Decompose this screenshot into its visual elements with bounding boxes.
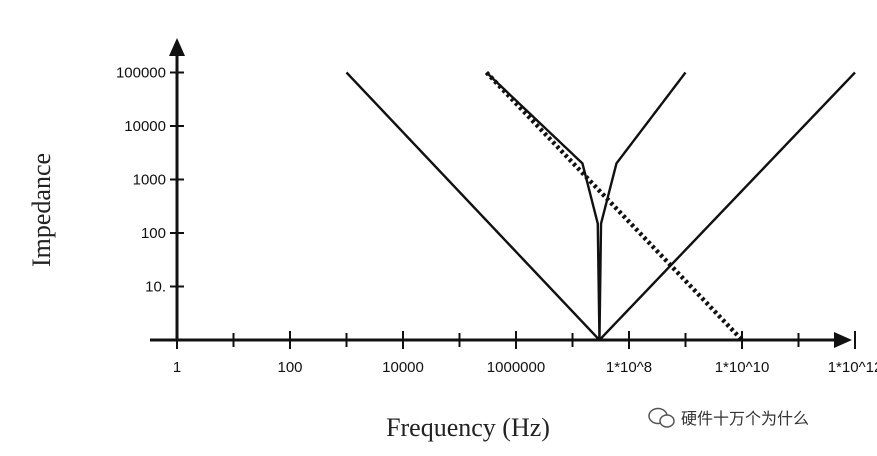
y-axis-title: Impedance bbox=[27, 153, 56, 267]
y-tick-label: 100000 bbox=[116, 65, 166, 82]
y-tick-label: 1000 bbox=[133, 172, 166, 189]
series-line bbox=[485, 71, 687, 342]
x-tick-label: 1*10^8 bbox=[606, 359, 652, 376]
y-axis-arrow bbox=[169, 38, 185, 56]
plot-area: 1 100 10000 1000000 1*10^8 1*10^10 1*10^12 10. 1… bbox=[116, 38, 877, 376]
x-axis-arrow bbox=[834, 332, 852, 348]
x-tick-label: 1000000 bbox=[487, 359, 545, 376]
y-tick-label: 100 bbox=[141, 225, 166, 242]
y-tick-label: 10000 bbox=[124, 118, 166, 135]
series-line bbox=[484, 70, 744, 342]
series-layer bbox=[345, 70, 856, 342]
x-axis-title: Frequency (Hz) bbox=[386, 413, 550, 442]
x-tick-label: 1*10^10 bbox=[715, 359, 770, 376]
x-tick-label: 10000 bbox=[382, 359, 424, 376]
y-tick-label: 10. bbox=[145, 279, 166, 296]
watermark: 硬件十万个为什么 bbox=[648, 407, 809, 428]
wechat-icon bbox=[648, 407, 675, 428]
x-tick-label: 1*10^12 bbox=[828, 359, 877, 376]
watermark-text: 硬件十万个为什么 bbox=[681, 409, 809, 428]
ticks-layer: 1 100 10000 1000000 1*10^8 1*10^10 1*10^12 10. 1… bbox=[116, 65, 877, 377]
x-tick-label: 1 bbox=[173, 359, 181, 376]
x-tick-label: 100 bbox=[277, 359, 302, 376]
